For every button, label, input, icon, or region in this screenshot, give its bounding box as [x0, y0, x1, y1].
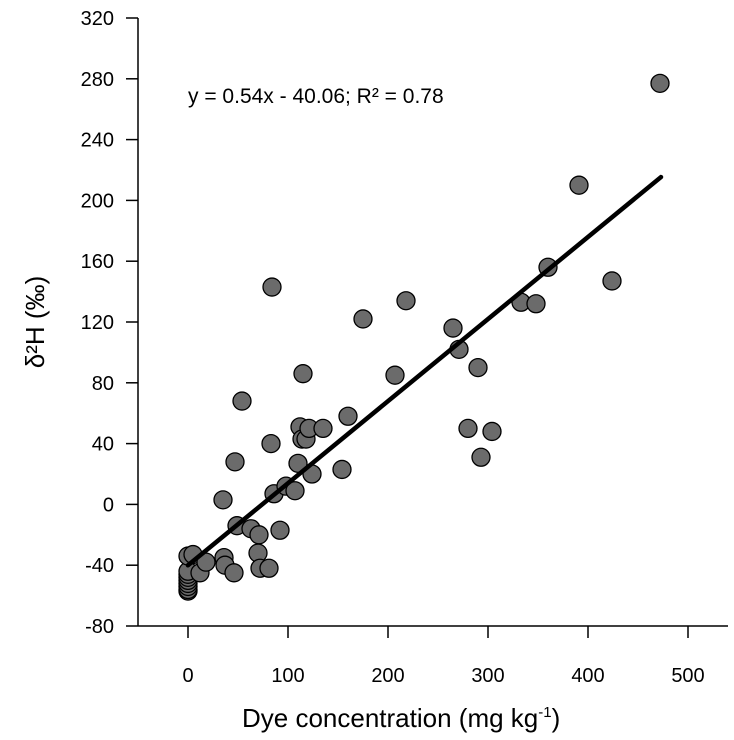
y-tick-label: 240: [81, 130, 114, 152]
y-ticks: -80 -40 0 40 80 120 160 200 240 280 320: [81, 8, 138, 638]
data-point: [353, 309, 373, 329]
data-point: [293, 364, 313, 384]
x-tick-label: 0: [182, 665, 193, 687]
y-axis-title: δ²H (‰): [20, 276, 50, 368]
x-tick-label: 500: [671, 665, 704, 687]
data-point: [569, 175, 589, 195]
y-tick-label: -80: [85, 616, 114, 638]
data-point: [261, 433, 281, 454]
data-point: [224, 563, 244, 583]
y-tick-label: 280: [81, 69, 114, 91]
x-tick-label: 200: [371, 665, 404, 687]
data-point: [249, 525, 269, 545]
data-point: [443, 318, 463, 338]
y-tick-label: 0: [103, 494, 114, 516]
data-point: [213, 490, 233, 510]
y-tick-label: 160: [81, 251, 114, 273]
data-point: [338, 406, 358, 426]
data-point: [285, 481, 305, 501]
x-tick-label: 100: [271, 665, 304, 687]
data-point: [259, 558, 279, 578]
data-point: [650, 73, 670, 94]
data-point: [468, 357, 488, 378]
data-point: [332, 459, 352, 480]
regression-line: [185, 174, 664, 568]
data-point: [471, 447, 491, 467]
data-point: [270, 520, 290, 540]
regression-equation: y = 0.54x - 40.06; R² = 0.78: [188, 85, 444, 108]
x-axis-title: Dye concentration (mg kg-1): [242, 703, 560, 733]
y-tick-label: 80: [92, 373, 114, 395]
data-point: [526, 294, 546, 314]
data-point: [262, 277, 282, 297]
data-point: [396, 291, 416, 311]
data-point: [458, 418, 478, 439]
y-tick-label: 40: [92, 434, 114, 456]
y-tick-label: -40: [85, 555, 114, 577]
x-ticks: 0 100 200 300 400 500: [182, 626, 705, 687]
x-tick-label: 300: [471, 665, 504, 687]
data-point: [602, 271, 622, 291]
y-tick-label: 120: [81, 312, 114, 334]
y-tick-label: 320: [81, 8, 114, 30]
data-point: [385, 365, 405, 385]
data-points: [178, 73, 670, 601]
data-point: [482, 421, 502, 442]
x-tick-label: 400: [571, 665, 604, 687]
data-point: [232, 391, 252, 411]
data-point: [313, 418, 333, 439]
y-tick-label: 200: [81, 190, 114, 212]
data-point: [225, 452, 245, 472]
